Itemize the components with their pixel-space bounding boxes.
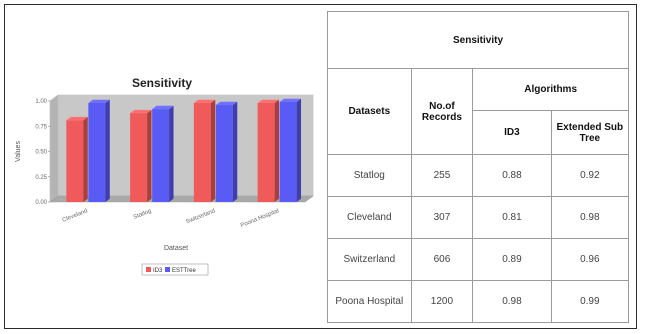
bar-front xyxy=(279,102,297,202)
cell-dataset: Cleveland xyxy=(327,196,412,239)
y-tick-label: 0.25 xyxy=(35,175,47,181)
bar-top xyxy=(66,116,88,121)
bar-front xyxy=(88,103,106,202)
bar-top xyxy=(257,99,280,104)
bar-id3-cleveland xyxy=(66,116,88,202)
chart-title: Sensitivity xyxy=(132,76,192,90)
bar-id3-statlog xyxy=(130,109,152,202)
cell-records: 1200 xyxy=(410,280,474,323)
y-tick-label: 0.50 xyxy=(35,150,47,156)
header-id3: ID3 xyxy=(472,110,552,155)
table-row: Switzerland 606 0.89 0.96 xyxy=(327,238,630,281)
table-row: Cleveland 307 0.81 0.98 xyxy=(327,196,630,239)
cell-dataset: Poona Hospital xyxy=(327,280,412,323)
cell-extended: 0.99 xyxy=(550,280,630,323)
x-axis-title: Dataset xyxy=(164,245,188,252)
bar-side xyxy=(210,99,216,202)
bar-side xyxy=(274,99,280,202)
cell-id3: 0.88 xyxy=(472,154,552,197)
cell-dataset: Statlog xyxy=(327,154,412,197)
legend-label: ESTTree xyxy=(172,268,196,274)
bar-side xyxy=(296,98,302,202)
cell-records: 307 xyxy=(410,196,474,239)
bar-top xyxy=(279,98,302,103)
table-panel: Sensitivity Datasets No.of Records Algor… xyxy=(327,11,630,323)
chart-panel: Sensitivity 0.00 0.25 0.50 0.75 1.00 Values Cle… xyxy=(5,5,327,328)
y-tick-label: 0.00 xyxy=(35,200,47,206)
bar-side xyxy=(147,109,152,202)
chart-legend: ID3 ESTTree xyxy=(141,263,209,276)
cell-extended: 0.96 xyxy=(550,238,630,281)
x-tick-label: Switzerland xyxy=(185,208,216,225)
bar-side xyxy=(83,116,88,202)
bar-side xyxy=(232,101,238,202)
header-algorithms: Algorithms xyxy=(472,68,629,111)
header-datasets: Datasets xyxy=(327,68,412,155)
bar-front xyxy=(215,105,233,202)
table-row: Poona Hospital 1200 0.98 0.99 xyxy=(327,280,630,323)
bar-front xyxy=(152,109,170,202)
y-axis-title: Values xyxy=(15,141,22,162)
bar-esttree-switzerland xyxy=(215,101,238,202)
bar-esttree-poona-hospital xyxy=(279,98,302,202)
bar-id3-switzerland xyxy=(193,99,216,202)
sensitivity-table: Sensitivity Datasets No.of Records Algor… xyxy=(327,11,630,323)
cell-extended: 0.98 xyxy=(550,196,630,239)
bar-side xyxy=(105,99,110,202)
bar-id3-poona-hospital xyxy=(257,99,280,202)
x-tick-label: Cleveland xyxy=(62,208,89,224)
table-row: Statlog 255 0.88 0.92 xyxy=(327,154,630,197)
sensitivity-bar-chart: Sensitivity 0.00 0.25 0.50 0.75 1.00 Values Cle… xyxy=(15,76,314,276)
bar-top xyxy=(215,101,238,106)
bar-front xyxy=(66,120,84,202)
bar-top xyxy=(193,99,216,104)
y-tick-label: 0.75 xyxy=(35,124,47,130)
header-extended-sub-tree: Extended Sub Tree xyxy=(550,110,630,155)
cell-dataset: Switzerland xyxy=(327,238,412,281)
cell-records: 255 xyxy=(410,154,474,197)
x-tick-label: Statlog xyxy=(133,208,153,221)
cell-records: 606 xyxy=(410,238,474,281)
bar-top xyxy=(88,99,110,104)
x-tick-label: Poona Hospital xyxy=(240,208,280,229)
bar-front xyxy=(193,103,211,202)
legend-swatch xyxy=(165,267,170,272)
header-records: No.of Records xyxy=(410,68,474,155)
bar-side xyxy=(169,105,174,202)
y-tick-label: 1.00 xyxy=(35,99,47,105)
bar-esttree-statlog xyxy=(152,105,174,202)
bar-top xyxy=(130,109,152,114)
legend-box xyxy=(141,263,209,276)
cell-id3: 0.81 xyxy=(472,196,552,239)
plot-side-wall xyxy=(49,94,59,203)
bar-front xyxy=(257,103,275,202)
figure-frame: Sensitivity 0.00 0.25 0.50 0.75 1.00 Values Cle… xyxy=(4,4,637,329)
legend-swatch xyxy=(146,267,151,272)
bar-top xyxy=(152,105,174,110)
cell-id3: 0.89 xyxy=(472,238,552,281)
table-title: Sensitivity xyxy=(327,11,629,69)
cell-id3: 0.98 xyxy=(472,280,552,323)
bar-esttree-cleveland xyxy=(88,99,110,202)
cell-extended: 0.92 xyxy=(550,154,630,197)
bar-front xyxy=(130,113,148,202)
legend-label: ID3 xyxy=(153,268,163,274)
